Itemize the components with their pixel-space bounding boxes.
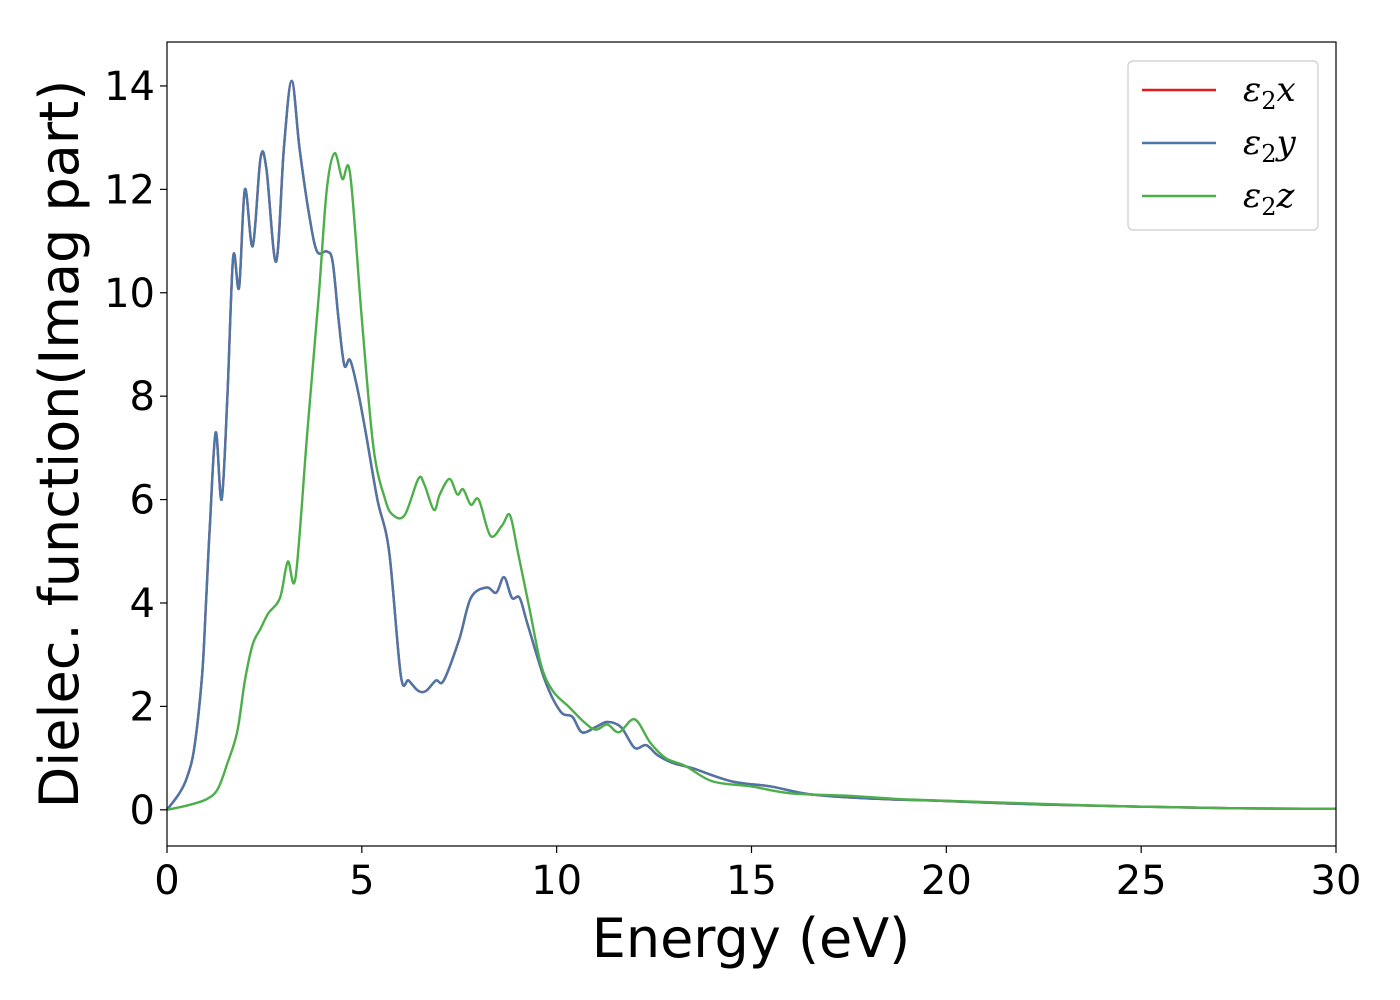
y-tick-label: 14 xyxy=(104,64,155,110)
series-line-y xyxy=(166,79,1337,811)
series-line-z xyxy=(166,151,1337,811)
legend-label-z: ε2z xyxy=(1243,176,1296,221)
legend-label-x: ε2x xyxy=(1243,70,1296,115)
y-tick-label: 6 xyxy=(130,478,155,524)
x-axis-title: Energy (eV) xyxy=(592,907,911,970)
y-tick-label: 12 xyxy=(104,167,155,213)
x-tick-label: 30 xyxy=(1311,858,1362,904)
legend-label-y: ε2y xyxy=(1243,123,1297,168)
y-tick-label: 2 xyxy=(130,684,155,730)
y-axis-ticks: 0 2 4 6 8 10 12 14 xyxy=(104,64,167,834)
y-tick-label: 8 xyxy=(130,374,155,420)
y-tick-label: 0 xyxy=(130,788,155,834)
x-tick-label: 5 xyxy=(349,858,374,904)
series-layer xyxy=(166,79,1337,811)
x-tick-label: 0 xyxy=(154,858,179,904)
x-tick-label: 15 xyxy=(726,858,777,904)
y-axis-title: Dielec. function(Imag part) xyxy=(28,80,91,809)
y-tick-label: 4 xyxy=(130,581,155,627)
legend: ε2x ε2y ε2z xyxy=(1127,60,1319,231)
x-tick-label: 25 xyxy=(1116,858,1167,904)
y-tick-label: 10 xyxy=(104,271,155,317)
legend-box xyxy=(1127,60,1319,231)
x-axis-ticks: 0 5 10 15 20 25 30 xyxy=(154,846,1361,904)
x-tick-label: 10 xyxy=(531,858,582,904)
x-tick-label: 20 xyxy=(921,858,972,904)
